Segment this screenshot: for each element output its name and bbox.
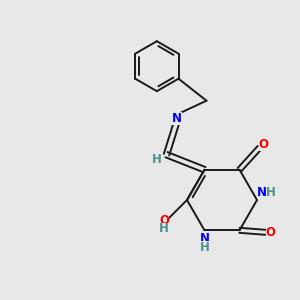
Text: O: O <box>259 138 269 151</box>
Text: O: O <box>159 214 169 226</box>
Text: H: H <box>266 185 276 199</box>
Text: H: H <box>152 153 161 166</box>
Text: N: N <box>200 232 209 245</box>
Text: O: O <box>266 226 275 239</box>
Text: H: H <box>159 223 169 236</box>
Text: H: H <box>200 241 209 254</box>
Text: N: N <box>172 112 182 125</box>
Text: N: N <box>257 185 267 199</box>
